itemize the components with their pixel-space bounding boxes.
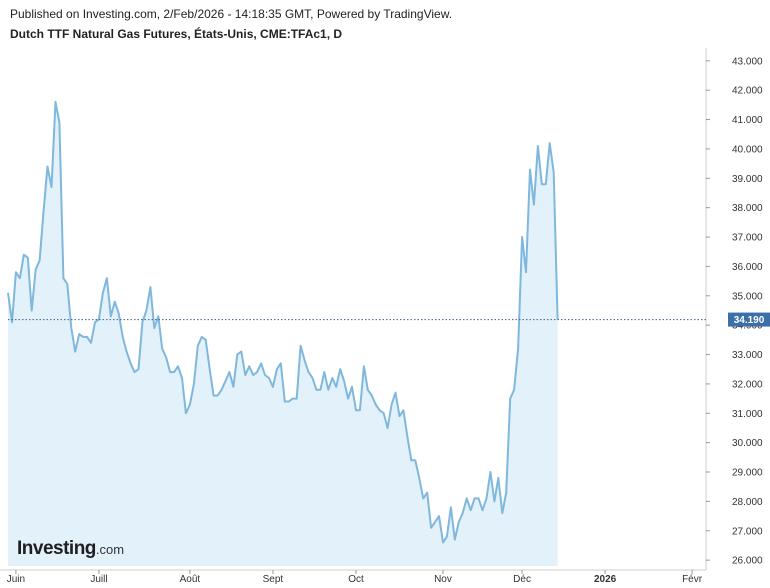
y-tick-label: 29.000 xyxy=(732,468,763,479)
x-tick-label: Déc xyxy=(513,574,531,585)
y-tick-label: 43.000 xyxy=(732,56,763,67)
y-tick-label: 35.000 xyxy=(732,291,763,302)
x-tick-label: Nov xyxy=(434,574,452,585)
y-tick-label: 31.000 xyxy=(732,409,763,420)
y-tick-label: 42.000 xyxy=(732,86,763,97)
chart-header: Published on Investing.com, 2/Feb/2026 -… xyxy=(10,6,750,42)
y-tick-label: 36.000 xyxy=(732,262,763,273)
logo-suffix: .com xyxy=(95,542,125,557)
logo-main: Investing xyxy=(17,538,96,559)
y-tick-label: 33.000 xyxy=(732,350,763,361)
last-price-label: 34.190 xyxy=(734,315,765,326)
y-tick-label: 39.000 xyxy=(732,174,763,185)
y-tick-label: 26.000 xyxy=(732,556,763,567)
x-tick-label: Juill xyxy=(90,574,107,585)
x-axis: Juin Juill Août Sept Oct Nov Déc 2026 Févr xyxy=(0,569,706,585)
x-tick-label: 2026 xyxy=(594,574,617,585)
y-tick-label: 28.000 xyxy=(732,497,763,508)
x-tick-label: Août xyxy=(180,574,201,585)
y-tick-label: 38.000 xyxy=(732,203,763,214)
y-tick-label: 27.000 xyxy=(732,526,763,537)
y-tick-label: 40.000 xyxy=(732,144,763,155)
price-area-layer xyxy=(7,100,559,567)
y-tick-label: 32.000 xyxy=(732,379,763,390)
x-tick-label: Juin xyxy=(7,574,25,585)
y-tick-label: 41.000 xyxy=(732,115,763,126)
x-tick-label: Oct xyxy=(348,574,364,585)
price-series-line xyxy=(7,100,559,544)
y-axis: 26.000 27.000 28.000 29.000 30.000 31.000 32.0… xyxy=(705,48,763,570)
investing-logo: Investing.com xyxy=(17,538,124,560)
last-price-marker: 34.190 xyxy=(8,312,770,327)
price-area-fill xyxy=(8,101,558,567)
x-tick-label: Sept xyxy=(263,574,284,585)
y-tick-label: 30.000 xyxy=(732,438,763,449)
last-price-badge xyxy=(728,312,770,327)
x-tick-label: Févr xyxy=(682,574,703,585)
y-tick-label: 37.000 xyxy=(732,233,763,244)
chart-title: Dutch TTF Natural Gas Futures, États-Uni… xyxy=(10,27,343,41)
publisher-line: Published on Investing.com, 2/Feb/2026 -… xyxy=(10,7,453,21)
